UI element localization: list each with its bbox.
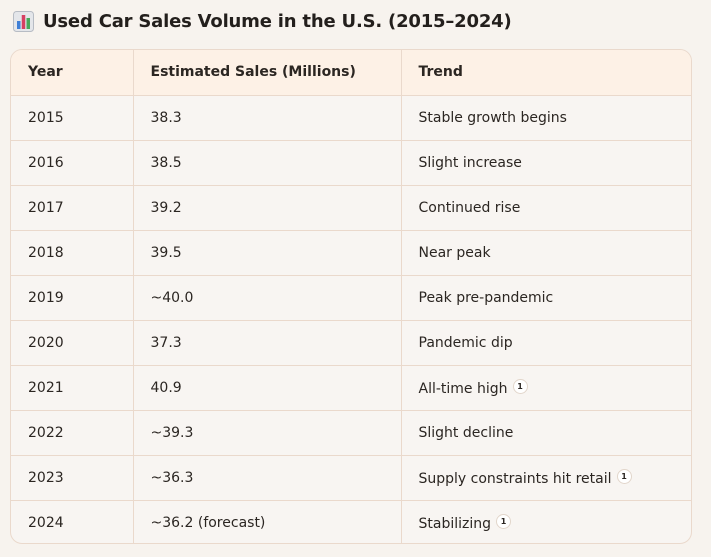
cell-sales: 38.5 [132,139,401,185]
bar-chart-icon [13,10,34,32]
page-title: Used Car Sales Volume in the U.S. (2015–… [43,10,512,32]
cell-sales: 39.2 [132,184,401,230]
column-header-trend: Trend [400,50,691,96]
trend-text: Stable growth begins [418,109,567,126]
table-row: 2020 37.3 Pandemic dip [11,319,691,365]
cell-year: 2024 [11,499,133,543]
table-row: 2015 38.3 Stable growth begins [11,95,691,140]
table-row: 2023 ~36.3 Supply constraints hit retail 1 [11,454,691,500]
cell-sales: 39.5 [132,229,401,275]
trend-text: All-time high [418,380,508,397]
cell-year: 2016 [11,139,133,185]
table-row: 2024 ~36.2 (forecast) Stabilizing 1 [11,499,691,543]
trend-text: Slight increase [418,154,522,171]
cell-year: 2022 [11,409,133,455]
cell-sales: 40.9 [132,364,401,410]
cell-trend: Slight increase [400,139,691,185]
cell-year: 2020 [11,319,133,365]
cell-year: 2019 [11,274,133,320]
sales-table-container: Year Estimated Sales (Millions) Trend 20… [10,49,692,544]
cell-sales: 37.3 [132,319,401,365]
cell-trend: Pandemic dip [400,319,691,365]
cell-trend: Near peak [400,229,691,275]
cell-year: 2017 [11,184,133,230]
cell-trend: Continued rise [400,184,691,230]
cell-sales: ~36.2 (forecast) [132,499,401,543]
cell-year: 2018 [11,229,133,275]
table-header-row: Year Estimated Sales (Millions) Trend [11,50,691,96]
trend-text: Slight decline [418,424,514,441]
column-header-sales: Estimated Sales (Millions) [132,50,401,96]
table-row: 2022 ~39.3 Slight decline [11,409,691,455]
cell-trend: Supply constraints hit retail 1 [400,454,691,500]
cell-trend: Stabilizing 1 [400,499,691,543]
citation-badge[interactable]: 1 [512,378,528,394]
trend-text: Stabilizing [418,515,492,532]
table-row: 2021 40.9 All-time high 1 [11,364,691,410]
sales-table: Year Estimated Sales (Millions) Trend 20… [11,50,691,543]
cell-year: 2021 [11,364,133,410]
cell-trend: Stable growth begins [400,95,691,140]
cell-sales: ~39.3 [132,409,401,455]
page-heading: Used Car Sales Volume in the U.S. (2015–… [13,9,512,33]
trend-text: Supply constraints hit retail [418,470,612,487]
cell-year: 2015 [28,109,64,126]
cell-trend: Peak pre-pandemic [400,274,691,320]
trend-text: Pandemic dip [418,334,513,351]
table-row: 2018 39.5 Near peak [11,229,691,275]
citation-badge[interactable]: 1 [496,513,512,529]
column-header-year: Year [11,50,133,96]
cell-sales: ~40.0 [132,274,401,320]
cell-trend: All-time high 1 [400,364,691,410]
cell-trend: Slight decline [400,409,691,455]
cell-sales: ~36.3 [132,454,401,500]
table-row: 2017 39.2 Continued rise [11,184,691,230]
table-row: 2016 38.5 Slight increase [11,139,691,185]
table-row: 2019 ~40.0 Peak pre-pandemic [11,274,691,320]
trend-text: Near peak [418,244,491,261]
trend-text: Peak pre-pandemic [418,289,554,306]
cell-sales: 38.3 [132,95,401,140]
citation-badge[interactable]: 1 [616,468,632,484]
trend-text: Continued rise [418,199,521,216]
cell-year: 2023 [11,454,133,500]
